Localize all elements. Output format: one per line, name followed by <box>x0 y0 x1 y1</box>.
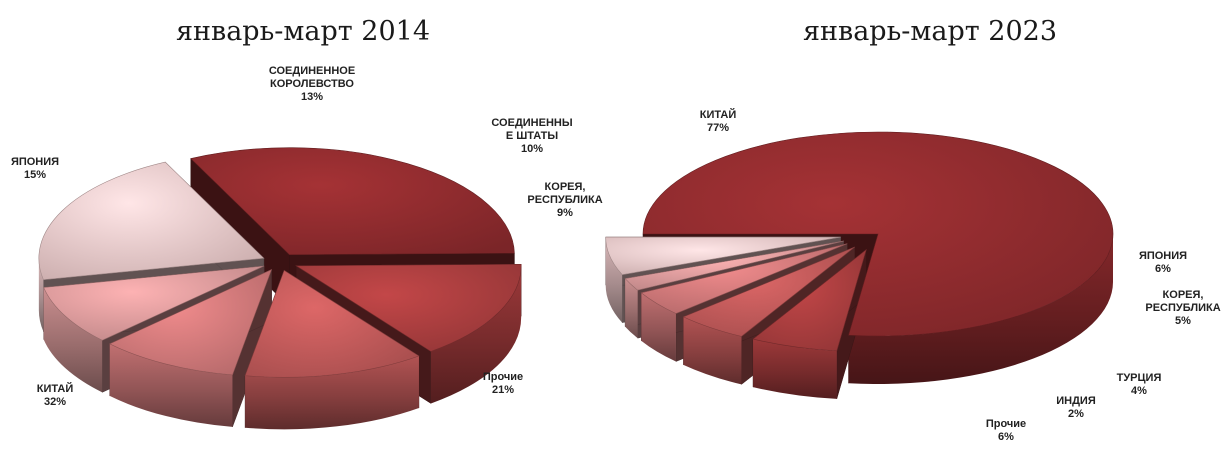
pie-slice-соединенное-королевство <box>244 269 420 378</box>
pie-slice-side <box>430 265 522 404</box>
slice-label-соединенное-королевство: СОЕДИНЕННОЕ КОРОЛЕВСТВО 13% <box>269 65 355 103</box>
slice-label-line: ИНДИЯ <box>1056 395 1096 407</box>
slice-label-line: КОРЕЯ, <box>545 181 586 193</box>
pie-slice-турция <box>640 243 848 314</box>
pie-chart-2014 <box>38 147 522 430</box>
slice-label-соединенны-е-штаты: СОЕДИНЕННЫ Е ШТАТЫ 10% <box>491 117 572 155</box>
slice-value-label: 21% <box>492 384 514 396</box>
slice-value-label: 5% <box>1175 315 1191 327</box>
slice-label-корея-республика: КОРЕЯ, РЕСПУБЛИКА 9% <box>527 181 602 219</box>
pie-slice-side <box>605 237 623 323</box>
pie-slice-корея-республика <box>43 265 265 341</box>
pie-chart-2023 <box>605 131 1114 399</box>
slice-label-прочие: Прочие 6% <box>986 418 1026 443</box>
slice-value-label: 6% <box>1155 263 1171 275</box>
slice-label-line: РЕСПУБЛИКА <box>1145 302 1220 314</box>
slice-label-line: Е ШТАТЫ <box>506 130 559 142</box>
slice-label-прочие: Прочие 21% <box>483 371 523 396</box>
slice-label-line: СОЕДИНЕННЫ <box>491 117 572 129</box>
pie-slice-side <box>625 278 638 339</box>
slice-label-китай: КИТАЙ 32% <box>37 382 74 408</box>
slice-label-line: КОРОЛЕВСТВО <box>270 78 354 90</box>
slice-label-line: Прочие <box>986 418 1026 430</box>
slice-label-line: ЯПОНИЯ <box>1139 250 1187 262</box>
pie-slice-япония <box>752 248 867 352</box>
pie-slice-корея-республика <box>682 246 855 337</box>
slice-value-label: 10% <box>521 143 543 155</box>
slice-value-label: 15% <box>24 169 46 181</box>
labels-2023: КИТАЙ 77%ЯПОНИЯ 6%КОРЕЯ, РЕСПУБЛИКА 5%ТУРЦИЯ… <box>700 108 1221 443</box>
pie-slice-side <box>753 339 837 399</box>
slice-label-line: РЕСПУБЛИКА <box>527 194 602 206</box>
slice-label-китай: КИТАЙ 77% <box>700 108 737 134</box>
slice-value-label: 6% <box>998 431 1014 443</box>
slice-label-line: КОРЕЯ, <box>1163 289 1204 301</box>
pie-slice-side <box>38 258 44 332</box>
pie-slice-side <box>683 316 742 385</box>
slice-label-индия: ИНДИЯ 2% <box>1056 395 1096 420</box>
slice-label-япония: ЯПОНИЯ 6% <box>1139 250 1187 275</box>
labels-2014: КИТАЙ 32%ЯПОНИЯ 15%СОЕДИНЕННОЕ КОРОЛЕВСТВО 1… <box>11 65 603 408</box>
slice-value-label: 32% <box>44 396 66 408</box>
slice-label-корея-республика: КОРЕЯ, РЕСПУБЛИКА 5% <box>1145 289 1220 327</box>
slice-label-line: ЯПОНИЯ <box>11 156 59 168</box>
pie-slice-индия <box>624 240 844 291</box>
pie-slice-прочие <box>605 236 841 275</box>
pie-slice-side <box>848 234 1113 385</box>
slice-label-line: КИТАЙ <box>700 108 737 121</box>
chart-title-2014: январь-март 2014 <box>176 16 430 47</box>
slice-value-label: 9% <box>557 207 573 219</box>
pie-slice-side <box>641 292 676 362</box>
chart-title-2023: январь-март 2023 <box>803 16 1057 47</box>
slice-label-line: ТУРЦИЯ <box>1117 372 1162 384</box>
pie-slice-side <box>109 343 233 427</box>
slice-label-line: КИТАЙ <box>37 382 74 395</box>
pie-slice-япония <box>295 263 522 352</box>
pie-slice-соединенны-е-штаты <box>108 268 273 376</box>
slice-label-line: Прочие <box>483 371 523 383</box>
slice-value-label: 2% <box>1068 408 1084 420</box>
slice-value-label: 4% <box>1131 385 1147 397</box>
pie-slice-side <box>43 287 103 393</box>
pie-slice-прочие <box>38 161 265 281</box>
pie-slice-китай <box>642 131 1114 337</box>
slice-value-label: 13% <box>301 91 323 103</box>
slice-label-турция: ТУРЦИЯ 4% <box>1117 372 1162 397</box>
slice-label-япония: ЯПОНИЯ 15% <box>11 156 59 181</box>
slice-value-label: 77% <box>707 122 729 134</box>
slice-label-line: СОЕДИНЕННОЕ <box>269 65 355 77</box>
pie-slice-китай <box>190 147 515 256</box>
pie-slice-side <box>245 356 419 430</box>
